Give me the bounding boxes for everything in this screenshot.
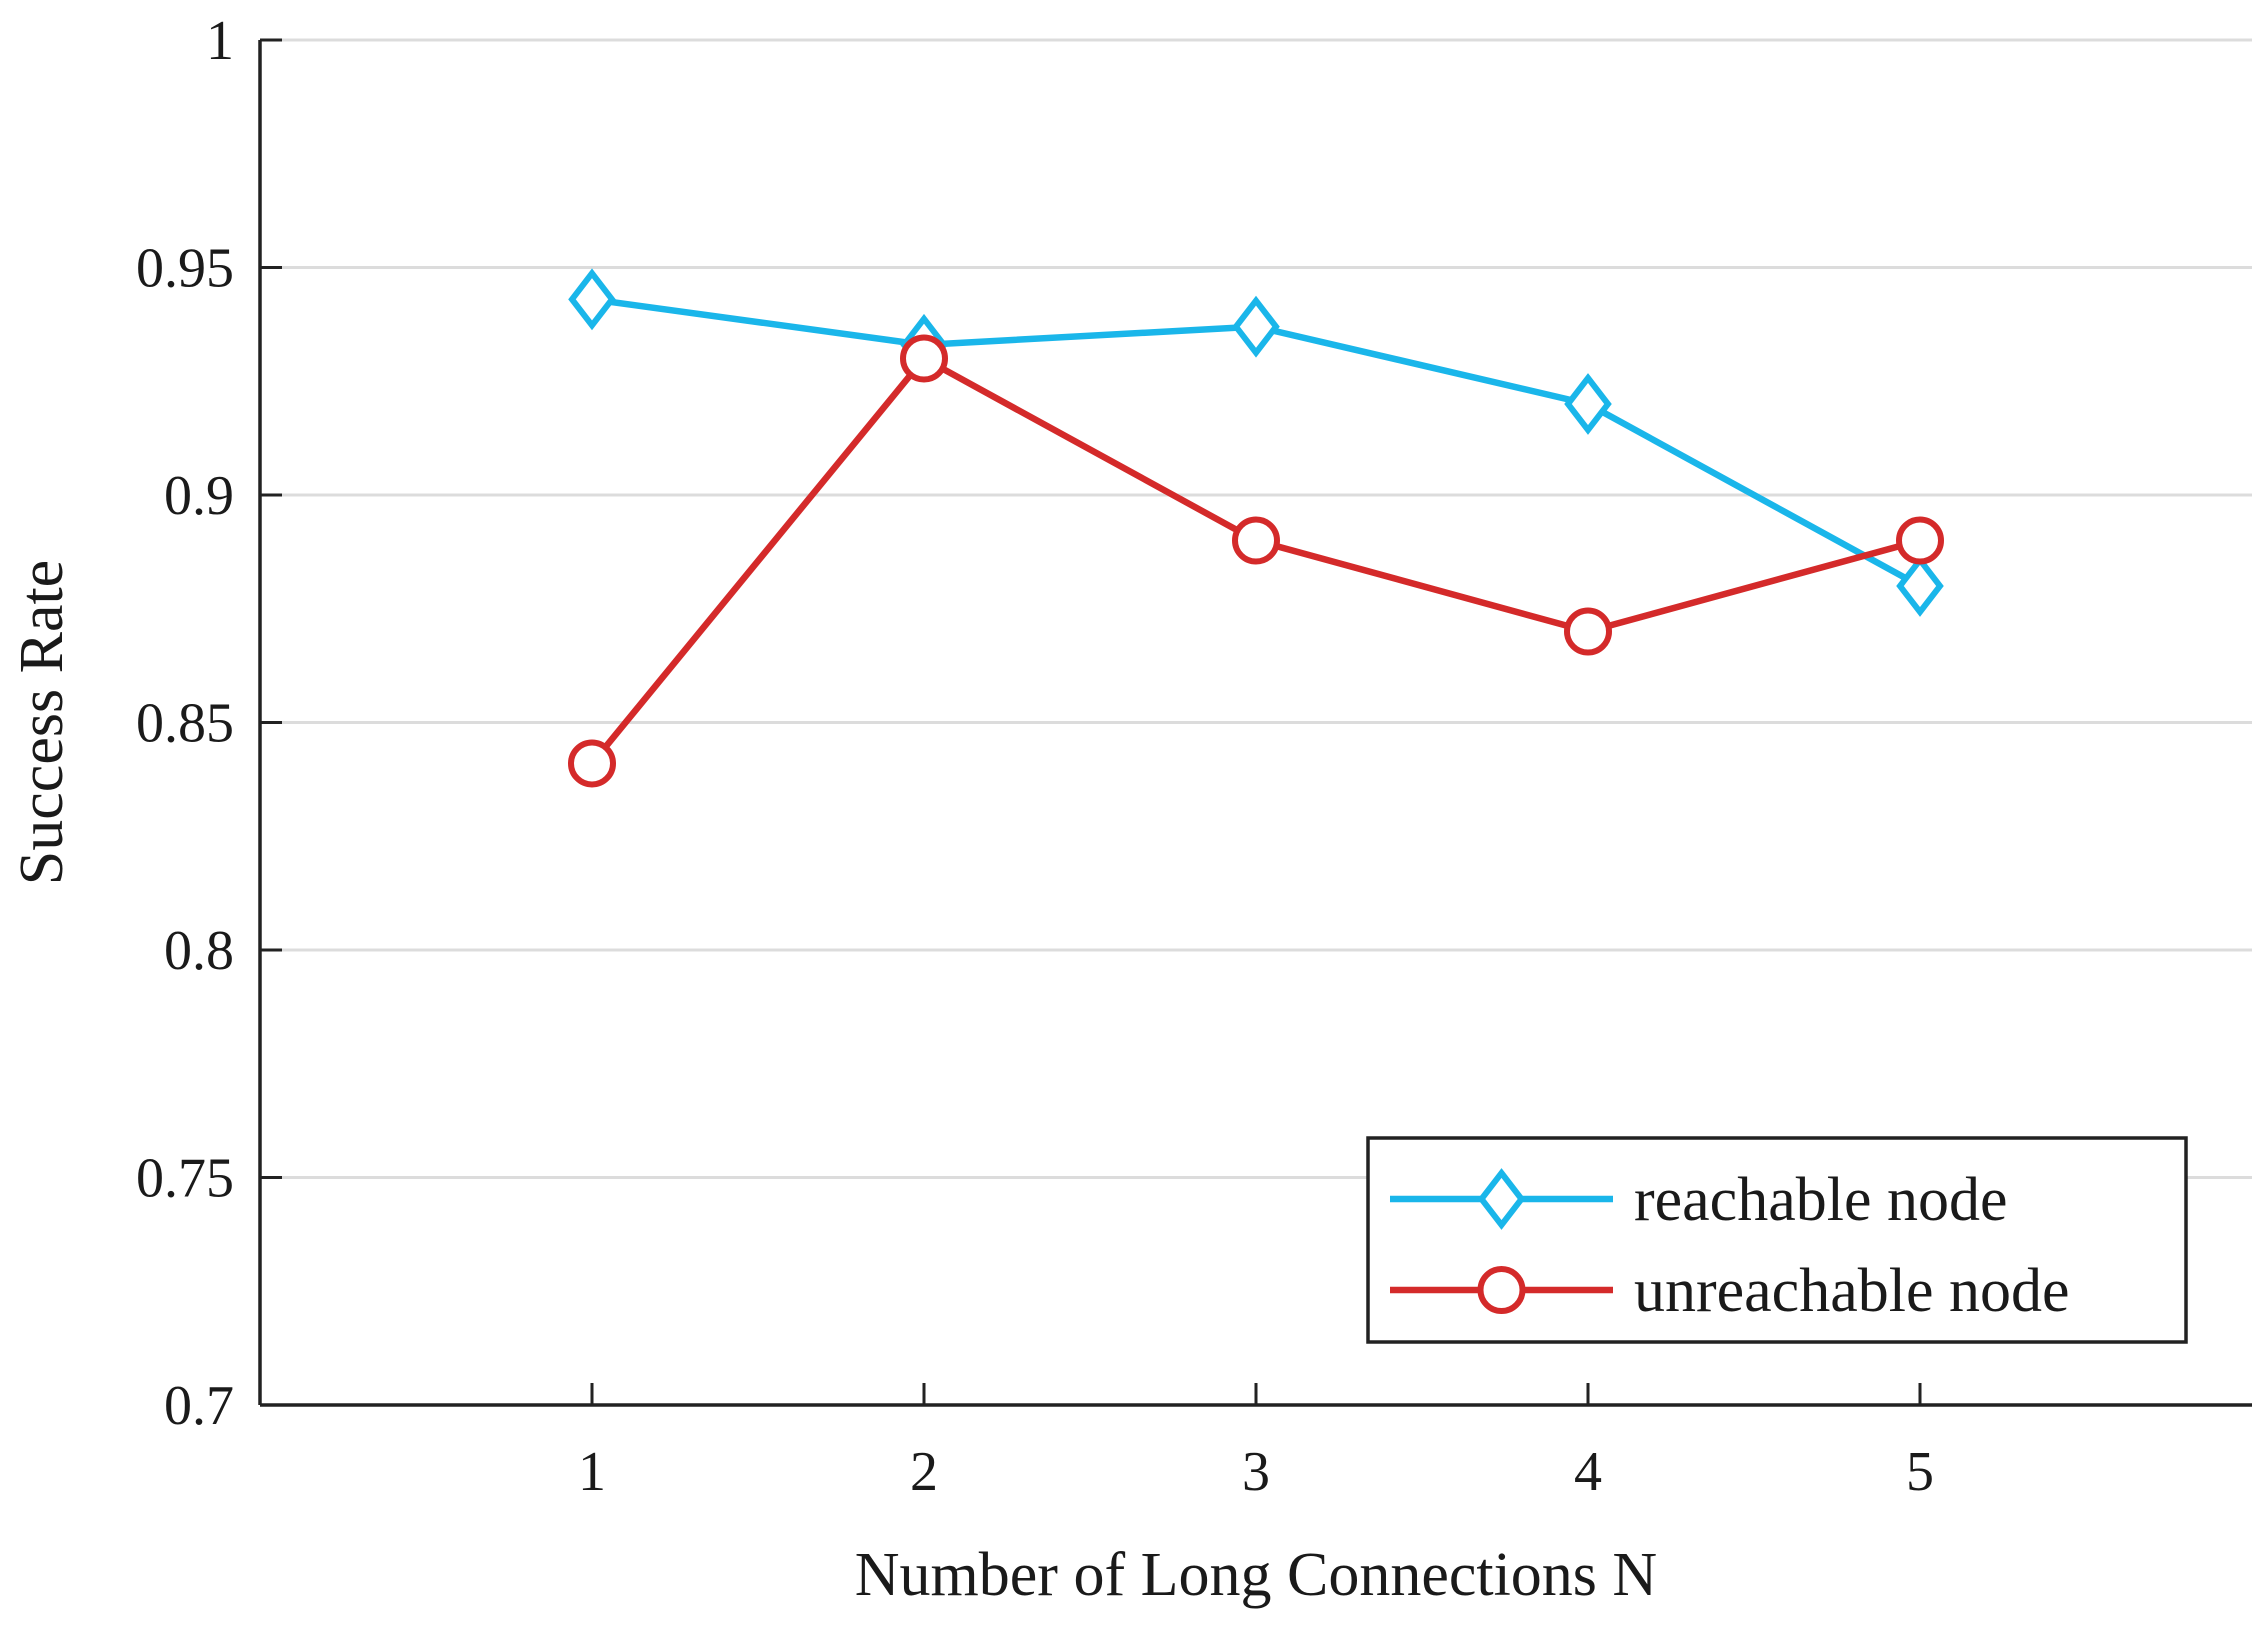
y-tick-label: 0.75 xyxy=(136,1148,234,1210)
x-tick-label: 5 xyxy=(1906,1441,1934,1503)
x-tick-label: 3 xyxy=(1242,1441,1270,1503)
data-point xyxy=(568,739,616,788)
data-point xyxy=(1896,516,1944,565)
x-tick-label: 4 xyxy=(1574,1441,1602,1503)
y-tick-label: 0.95 xyxy=(136,238,234,300)
y-tick-label: 0.9 xyxy=(164,465,234,527)
y-axis-label: Success Rate xyxy=(8,560,76,885)
legend-marker xyxy=(1477,1168,1526,1230)
legend-label: unreachable node xyxy=(1634,1257,2069,1325)
data-point xyxy=(1896,555,1944,617)
data-point xyxy=(1564,607,1612,656)
legend-label: reachable node xyxy=(1634,1166,2007,1234)
y-tick-label: 1 xyxy=(206,10,234,72)
y-tick-label: 0.8 xyxy=(164,920,234,982)
data-point xyxy=(1232,295,1280,358)
series xyxy=(568,268,1944,788)
x-tick-label: 2 xyxy=(910,1441,938,1503)
y-tick-label: 0.7 xyxy=(164,1375,234,1437)
data-point xyxy=(568,268,616,331)
data-point xyxy=(1232,516,1280,565)
gridlines xyxy=(260,38,2252,1179)
y-tick-label: 0.85 xyxy=(136,693,234,755)
legend-marker xyxy=(1477,1266,1526,1314)
x-axis-label: Number of Long Connections N xyxy=(855,1541,1657,1609)
x-tick-label: 1 xyxy=(578,1441,606,1503)
axes: 0.7 0.75 0.8 0.85 0.9 0.95 1 1 2 3 4 5 xyxy=(136,10,2252,1503)
data-point xyxy=(1564,373,1612,435)
series-unreachable-node xyxy=(568,334,1944,788)
legend: reachable node unreachable node xyxy=(1366,1136,2188,1344)
data-point xyxy=(900,334,948,383)
